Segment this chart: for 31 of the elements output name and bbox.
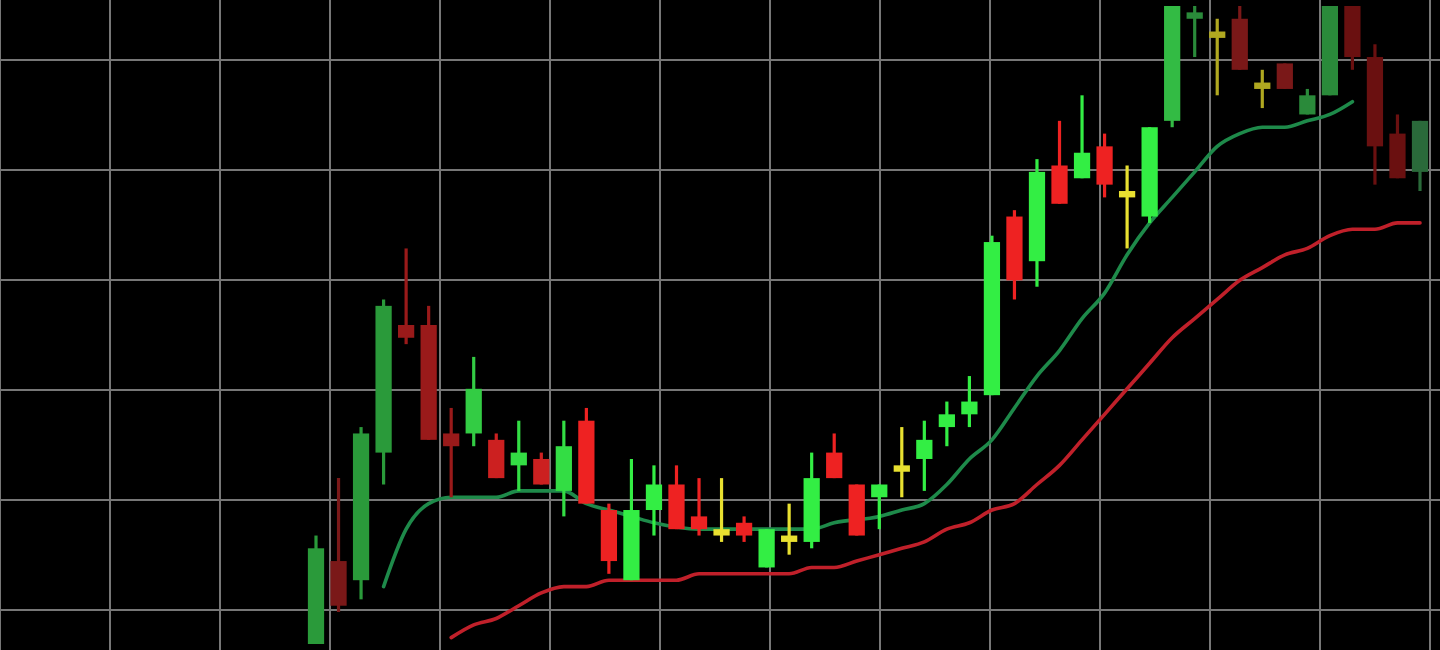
candlestick xyxy=(668,463,685,531)
candlestick xyxy=(735,514,753,544)
candlestick xyxy=(1096,132,1113,199)
candlestick xyxy=(826,431,843,480)
candlestick xyxy=(1073,93,1091,180)
candlestick xyxy=(465,355,482,448)
candlestick xyxy=(533,451,550,487)
candlestick xyxy=(1209,17,1226,97)
candlestick xyxy=(690,476,708,538)
candlestick xyxy=(645,463,663,538)
candlestick xyxy=(1254,68,1271,110)
candlestick xyxy=(713,476,730,544)
candlestick xyxy=(1299,87,1316,117)
candlestick xyxy=(488,431,505,480)
candlestick xyxy=(961,374,978,429)
candlestick xyxy=(916,419,933,493)
candlestick xyxy=(398,246,415,346)
candlestick xyxy=(758,527,775,570)
candlestick xyxy=(938,399,955,448)
candlestick xyxy=(555,419,572,518)
candlestick xyxy=(1051,119,1068,206)
candlestick xyxy=(871,482,888,531)
candlestick xyxy=(1276,61,1293,91)
candlestick xyxy=(1389,112,1406,180)
candlestick xyxy=(330,476,347,614)
candlestick xyxy=(893,425,910,499)
candlestick xyxy=(1118,163,1136,251)
candlestick xyxy=(510,419,527,493)
candlestick xyxy=(1186,4,1203,59)
candlestick xyxy=(781,502,798,557)
candlestick xyxy=(443,406,460,499)
